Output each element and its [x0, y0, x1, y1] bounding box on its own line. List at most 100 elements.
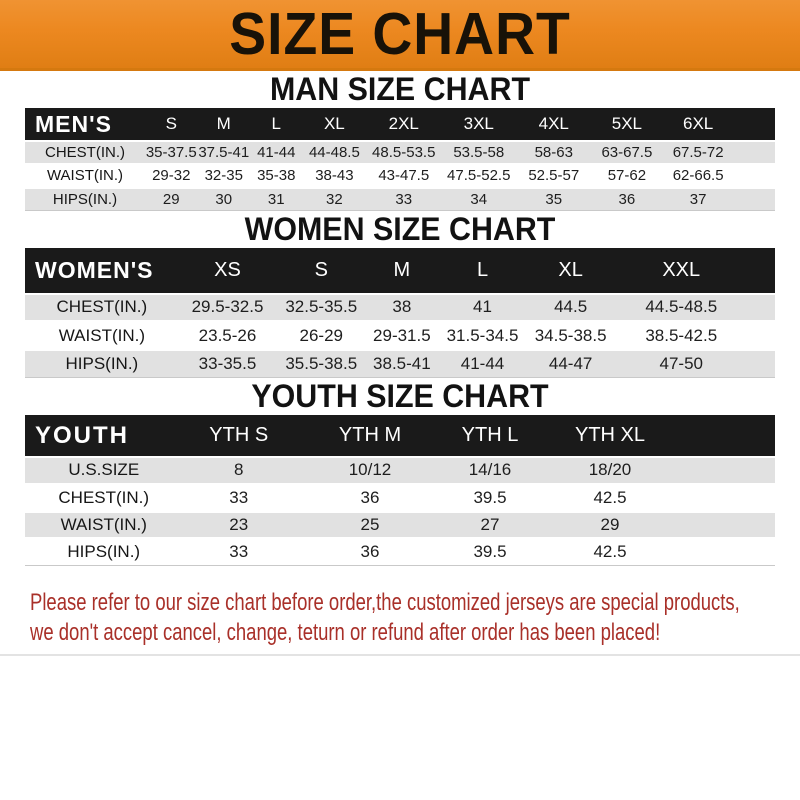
size-value-cell: 44.5-48.5: [613, 293, 749, 323]
column-header: 4XL: [516, 108, 592, 142]
size-value-cell: 38.5-41: [366, 349, 438, 378]
size-value-cell: 29-31.5: [366, 321, 438, 351]
row-label: WAIST(IN.): [25, 321, 179, 351]
size-value-cell: 33: [366, 187, 442, 211]
row-label: CHEST(IN.): [25, 484, 183, 513]
table-row: WAIST(IN.) 23 25 27 29: [25, 511, 775, 540]
size-value-cell: 41-44: [250, 141, 303, 166]
row-spacer: [733, 187, 775, 211]
column-header: L: [437, 247, 528, 295]
youth-section-heading: YOUTH SIZE CHART: [251, 378, 549, 414]
row-label: WAIST(IN.): [25, 511, 183, 540]
size-value-cell: 37: [662, 187, 734, 211]
banner-title: SIZE CHART: [229, 0, 571, 68]
size-value-cell: 42.5: [535, 538, 685, 566]
table-row: CHEST(IN.) 33 36 39.5 42.5: [25, 484, 775, 513]
size-value-cell: 18/20: [535, 457, 685, 486]
table-header-row: MEN'S S M L XL 2XL 3XL 4XL 5XL 6XL: [25, 108, 775, 142]
column-header: XXL: [613, 247, 749, 295]
table-row: HIPS(IN.) 33 36 39.5 42.5: [25, 538, 775, 566]
size-value-cell: 39.5: [445, 484, 535, 513]
size-value-cell: 48.5-53.5: [366, 141, 442, 166]
size-value-cell: 38-43: [302, 164, 367, 189]
table-row: CHEST(IN.) 35-37.5 37.5-41 41-44 44-48.5 48.5…: [25, 141, 775, 166]
bottom-divider: [0, 653, 800, 656]
disclaimer-line-1: Please refer to our size chart before or…: [30, 588, 740, 616]
size-value-cell: 31.5-34.5: [437, 321, 528, 351]
size-value-cell: 27: [445, 511, 535, 540]
table-name-label: MEN'S: [25, 108, 145, 142]
row-spacer: [685, 538, 775, 566]
size-value-cell: 41-44: [437, 349, 528, 378]
table-header-row: WOMEN'S XS S M L XL XXL: [25, 247, 775, 295]
size-value-cell: 38: [366, 293, 438, 323]
women-size-section: WOMEN SIZE CHART WOMEN'S XS S M L XL XXL CHEST(…: [0, 210, 800, 378]
column-header: YTH S: [182, 415, 295, 458]
column-header: YTH L: [445, 415, 535, 458]
size-value-cell: 53.5-58: [441, 141, 517, 166]
column-header: XL: [302, 108, 367, 142]
size-value-cell: 26-29: [276, 321, 367, 351]
row-spacer: [748, 349, 775, 378]
column-header: M: [197, 108, 250, 142]
size-value-cell: 35-37.5: [145, 141, 198, 166]
size-value-cell: 62-66.5: [662, 164, 734, 189]
size-value-cell: 32: [302, 187, 367, 211]
size-value-cell: 36: [591, 187, 663, 211]
column-header: 2XL: [366, 108, 442, 142]
size-value-cell: 47-50: [613, 349, 749, 378]
size-value-cell: 33: [182, 538, 295, 566]
column-header: L: [250, 108, 303, 142]
column-header: XS: [178, 247, 277, 295]
size-value-cell: 39.5: [445, 538, 535, 566]
size-value-cell: 34.5-38.5: [527, 321, 614, 351]
size-chart-banner: SIZE CHART: [0, 0, 800, 71]
row-label: WAIST(IN.): [25, 164, 145, 189]
row-spacer: [733, 141, 775, 166]
size-value-cell: 23: [182, 511, 295, 540]
size-value-cell: 29: [145, 187, 198, 211]
size-value-cell: 44.5: [527, 293, 614, 323]
column-header: YTH XL: [535, 415, 685, 458]
row-label: HIPS(IN.): [25, 538, 183, 566]
size-value-cell: 32.5-35.5: [276, 293, 367, 323]
size-value-cell: 25: [295, 511, 445, 540]
youth-size-section: YOUTH SIZE CHART YOUTH YTH S YTH M YTH L YTH…: [0, 378, 800, 566]
size-value-cell: 31: [250, 187, 303, 211]
table-row: CHEST(IN.) 29.5-32.5 32.5-35.5 38 41 44.5 44.5…: [25, 293, 775, 323]
column-header: S: [145, 108, 198, 142]
table-header-row: YOUTH YTH S YTH M YTH L YTH XL: [25, 415, 775, 458]
row-spacer: [748, 321, 775, 351]
disclaimer-note: Please refer to our size chart before or…: [30, 588, 800, 648]
row-spacer: [685, 457, 775, 486]
row-spacer: [748, 293, 775, 323]
column-header: XL: [527, 247, 614, 295]
size-value-cell: 29.5-32.5: [178, 293, 277, 323]
size-value-cell: 8: [182, 457, 295, 486]
row-label: HIPS(IN.): [25, 349, 179, 378]
column-header: M: [366, 247, 438, 295]
size-value-cell: 35: [516, 187, 592, 211]
size-value-cell: 36: [295, 484, 445, 513]
column-header: YTH M: [295, 415, 445, 458]
column-header: S: [276, 247, 367, 295]
size-value-cell: 34: [441, 187, 517, 211]
size-value-cell: 37.5-41: [197, 141, 250, 166]
size-value-cell: 10/12: [295, 457, 445, 486]
table-name-label: YOUTH: [25, 415, 183, 458]
size-value-cell: 43-47.5: [366, 164, 442, 189]
column-header: 6XL: [662, 108, 734, 142]
table-row: WAIST(IN.) 29-32 32-35 35-38 38-43 43-47.5 47.…: [25, 164, 775, 189]
size-value-cell: 35.5-38.5: [276, 349, 367, 378]
disclaimer-line-2: we don't accept cancel, change, teturn o…: [30, 618, 661, 646]
size-value-cell: 33-35.5: [178, 349, 277, 378]
women-section-heading: WOMEN SIZE CHART: [244, 210, 556, 247]
table-name-label: WOMEN'S: [25, 247, 179, 295]
column-header: 5XL: [591, 108, 663, 142]
table-row: U.S.SIZE 8 10/12 14/16 18/20: [25, 457, 775, 486]
row-spacer: [685, 484, 775, 513]
row-label: CHEST(IN.): [25, 141, 145, 166]
man-section-heading: MAN SIZE CHART: [269, 71, 531, 107]
size-value-cell: 58-63: [516, 141, 592, 166]
header-spacer: [748, 247, 775, 295]
